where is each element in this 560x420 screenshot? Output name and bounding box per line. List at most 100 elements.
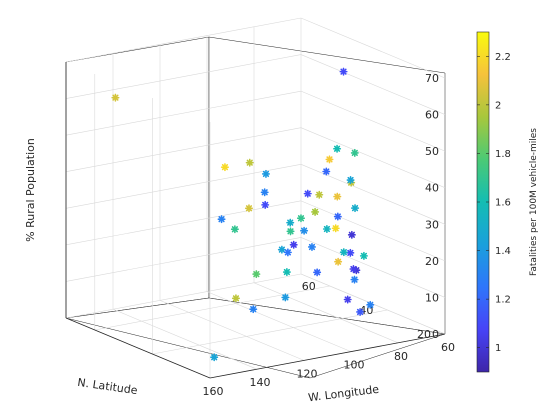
point-stroke: [316, 191, 323, 198]
data-point: [322, 225, 331, 234]
y-grid-line: [152, 309, 388, 355]
data-point: [311, 207, 320, 216]
data-point: [249, 305, 258, 314]
data-point: [349, 264, 358, 273]
x-grid-line: [159, 300, 305, 361]
point-stroke: [282, 294, 289, 301]
point-stroke: [351, 276, 358, 283]
data-point: [351, 204, 360, 213]
point-stroke: [283, 268, 290, 276]
z-axis-label: % Rural Population: [24, 138, 37, 242]
x-tick-label: 120: [297, 367, 318, 380]
z-grid-line: [65, 200, 302, 246]
data-point: [244, 204, 253, 213]
data-point: [359, 251, 368, 260]
data-point: [303, 189, 312, 198]
data-point: [277, 245, 286, 254]
z-grid-line: [65, 17, 302, 63]
z-grid-line: [300, 90, 446, 152]
data-point: [339, 67, 348, 76]
data-point: [289, 240, 298, 249]
data-point: [334, 257, 343, 266]
colorbar-tick-label: 1.2: [495, 295, 511, 306]
point-stroke: [231, 226, 238, 233]
data-point: [217, 215, 226, 224]
colorbar-label: Fatalities per 100M vehicle-miles: [529, 128, 539, 276]
colorbar-tick-label: 1: [495, 343, 501, 354]
z-tick-label: 30: [425, 218, 439, 231]
data-point: [283, 248, 292, 257]
x-tick-label: 60: [441, 341, 455, 354]
point-stroke: [351, 204, 359, 212]
point-stroke: [232, 295, 240, 302]
x-tick-label: 140: [250, 376, 271, 389]
data-point: [296, 214, 305, 223]
y-tick-label: 20: [417, 328, 431, 341]
point-stroke: [112, 94, 119, 101]
data-point: [286, 218, 295, 227]
point-stroke: [304, 190, 311, 197]
point-stroke: [356, 308, 364, 316]
colorbar-tick-label: 1.8: [495, 149, 511, 160]
x-grid-line: [206, 291, 352, 352]
z-tick-label: 70: [425, 72, 439, 85]
z-tick-label: 50: [425, 145, 439, 158]
data-point: [313, 268, 322, 277]
point-stroke: [335, 258, 342, 265]
point-stroke: [297, 215, 305, 222]
z-grid-line: [300, 54, 446, 115]
data-point: [245, 158, 254, 167]
y-grid-line: [94, 285, 330, 331]
point-stroke: [323, 225, 331, 233]
data-point: [339, 248, 348, 257]
data-point: [356, 307, 365, 316]
point-stroke: [253, 271, 260, 278]
data-point: [282, 268, 291, 277]
z-grid-line: [65, 54, 302, 99]
point-stroke: [353, 267, 360, 274]
point-stroke: [311, 208, 319, 216]
point-stroke: [340, 249, 347, 256]
data-point: [346, 248, 355, 257]
point-stroke: [333, 145, 341, 152]
colorbar-tick-label: 2: [495, 100, 501, 111]
data-point: [333, 212, 342, 221]
colorbar-tick-label: 1.6: [495, 198, 511, 209]
back-wall-xz: [208, 36, 446, 335]
point-stroke: [347, 176, 354, 184]
x-axis-line: [209, 333, 446, 379]
point-stroke: [221, 164, 229, 171]
point-stroke: [287, 228, 294, 235]
data-point: [111, 93, 120, 102]
data-point: [307, 242, 316, 251]
point-stroke: [332, 225, 339, 232]
z-grid-line: [300, 273, 446, 335]
y-tick-label: 60: [302, 280, 316, 293]
z-tick-label: 20: [425, 255, 439, 268]
y-axis-line: [65, 317, 211, 379]
z-grid-line: [300, 127, 446, 188]
z-grid-line: [300, 17, 446, 79]
point-stroke: [250, 306, 257, 313]
x-tick-label: 80: [394, 350, 408, 363]
z-tick-label: 10: [425, 291, 439, 304]
colorbar-tick-labels: 1 1.2 1.4 1.6 1.8 2 2.2: [477, 52, 511, 354]
z-tick-label: 40: [425, 182, 439, 195]
point-stroke: [350, 265, 357, 273]
data-point: [230, 225, 239, 234]
point-stroke: [326, 156, 333, 163]
point-stroke: [287, 219, 294, 226]
data-points: [111, 67, 375, 362]
z-grid-line: [65, 273, 302, 319]
z-grid-line: [300, 237, 446, 298]
data-point: [333, 144, 342, 153]
data-point: [350, 148, 359, 157]
data-point: [210, 353, 219, 362]
point-stroke: [300, 227, 308, 234]
data-point: [220, 163, 229, 172]
point-stroke: [323, 168, 330, 175]
point-stroke: [314, 269, 321, 276]
data-point: [252, 270, 261, 279]
